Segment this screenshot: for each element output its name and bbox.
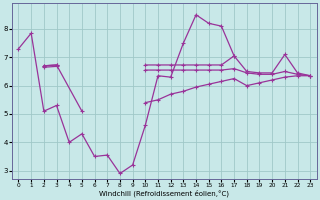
X-axis label: Windchill (Refroidissement éolien,°C): Windchill (Refroidissement éolien,°C): [99, 189, 229, 197]
